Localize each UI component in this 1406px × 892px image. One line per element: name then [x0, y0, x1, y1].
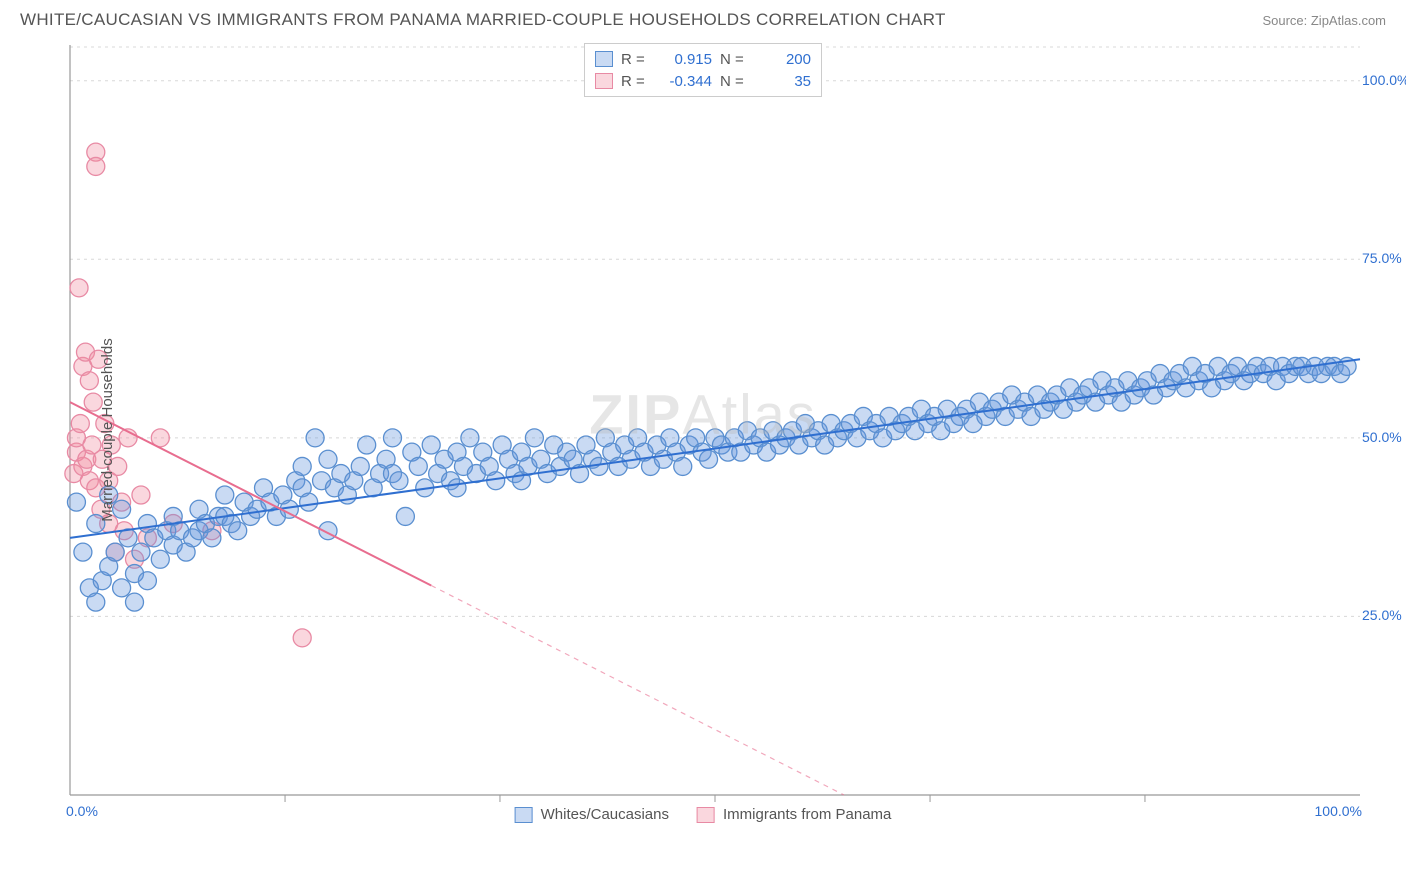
swatch-pink: [697, 807, 715, 823]
chart-area: Married-couple Households ZIPAtlas R = 0…: [20, 35, 1386, 825]
n-value-pink: 35: [756, 73, 811, 90]
axis-tick-label: 100.0%: [1362, 72, 1406, 88]
axis-tick-label: 25.0%: [1362, 607, 1402, 623]
r-label: R =: [621, 73, 649, 90]
legend-item-pink: Immigrants from Panama: [697, 806, 891, 823]
scatter-plot: [20, 35, 1386, 825]
axis-tick-label: 100.0%: [1315, 803, 1362, 819]
legend-item-blue: Whites/Caucasians: [515, 806, 669, 823]
source-label: Source: ZipAtlas.com: [1262, 13, 1386, 28]
y-axis-label: Married-couple Households: [99, 338, 116, 521]
r-value-blue: 0.915: [657, 51, 712, 68]
swatch-blue: [515, 807, 533, 823]
r-value-pink: -0.344: [657, 73, 712, 90]
swatch-blue: [595, 51, 613, 67]
chart-title: WHITE/CAUCASIAN VS IMMIGRANTS FROM PANAM…: [20, 10, 946, 30]
legend-row-pink: R = -0.344 N = 35: [595, 70, 811, 92]
n-label: N =: [720, 73, 748, 90]
legend-label-pink: Immigrants from Panama: [723, 806, 891, 823]
n-value-blue: 200: [756, 51, 811, 68]
axis-tick-label: 75.0%: [1362, 250, 1402, 266]
r-label: R =: [621, 51, 649, 68]
n-label: N =: [720, 51, 748, 68]
legend-label-blue: Whites/Caucasians: [541, 806, 669, 823]
axis-tick-label: 0.0%: [66, 803, 98, 819]
series-legend: Whites/Caucasians Immigrants from Panama: [515, 806, 892, 823]
statistics-legend: R = 0.915 N = 200 R = -0.344 N = 35: [584, 43, 822, 97]
swatch-pink: [595, 73, 613, 89]
legend-row-blue: R = 0.915 N = 200: [595, 48, 811, 70]
axis-tick-label: 50.0%: [1362, 429, 1402, 445]
